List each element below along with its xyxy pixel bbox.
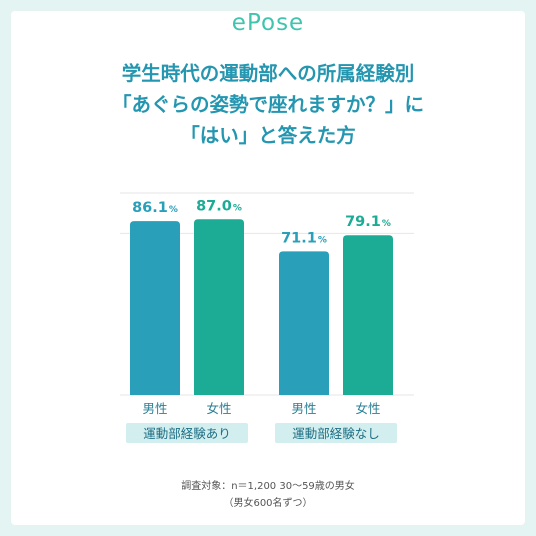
category-label-1-2: 女性 [206,401,231,416]
title-line-2: 「あぐらの姿勢で座れますか？」に [111,93,424,116]
bar-1-2 [194,219,244,395]
chart-title: 学生時代の運動部への所属経験別 「あぐらの姿勢で座れますか？」に 「はい」と答え… [0,58,536,151]
bar-1-1 [130,221,180,395]
title-line-3: 「はい」と答えた方 [180,124,356,147]
category-label-2-2: 女性 [355,401,380,416]
category-label-1-1: 男性 [142,401,167,416]
bar-2-2 [343,235,393,395]
data-label-2-1: 71.1% [281,230,327,246]
title-line-1: 学生時代の運動部への所属経験別 [121,62,415,85]
bar-2-1 [279,251,329,395]
survey-note-line-1: 調査対象：n＝1,200 30～59歳の男女 [181,481,355,492]
brand-logo: ePose [231,10,305,36]
data-label-1-2: 87.0% [196,198,242,214]
survey-note-line-2: （男女600名ずつ） [223,498,313,509]
category-label-2-1: 男性 [291,401,316,416]
data-label-2-2: 79.1% [345,214,391,230]
group-label-2: 運動部経験なし [292,426,380,441]
group-tag-1 [126,423,248,443]
card-frame [11,11,525,525]
group-label-1: 運動部経験あり [143,426,231,441]
group-tag-2 [275,423,397,443]
survey-note: 調査対象：n＝1,200 30～59歳の男女 （男女600名ずつ） [0,478,536,512]
data-label-1-1: 86.1% [132,200,178,216]
